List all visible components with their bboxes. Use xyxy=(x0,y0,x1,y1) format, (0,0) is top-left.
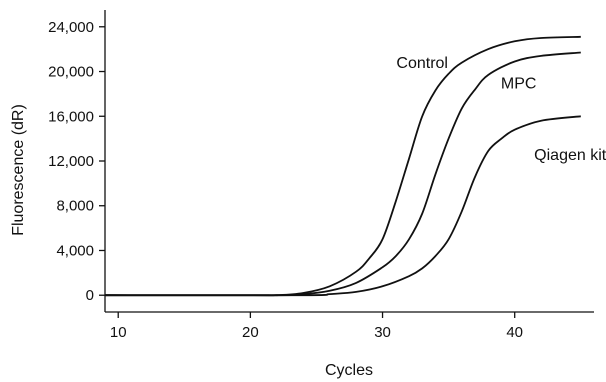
x-tick-group: 10 20 30 40 xyxy=(110,312,523,341)
x-tick-label: 20 xyxy=(242,324,259,341)
series-line-qiagen-kit xyxy=(104,115,581,297)
series-label-mpc: MPC xyxy=(501,75,537,92)
y-tick-label: 8,000 xyxy=(56,198,94,215)
y-axis-label: Fluorescence (dR) xyxy=(10,104,27,236)
y-tick-label: 16,000 xyxy=(48,108,94,125)
x-axis-label: Cycles xyxy=(325,362,373,379)
y-tick-label: 12,000 xyxy=(48,153,94,170)
x-tick-label: 10 xyxy=(110,324,127,341)
y-tick-group: 0 4,000 8,000 12,000 16,000 20,000 24,000 xyxy=(48,19,105,304)
y-tick-label: 0 xyxy=(86,287,94,304)
series-label-control: Control xyxy=(396,55,448,72)
x-tick-label: 40 xyxy=(506,324,523,341)
y-tick-label: 20,000 xyxy=(48,64,94,81)
y-tick-label: 24,000 xyxy=(48,19,94,36)
y-tick-label: 4,000 xyxy=(56,242,94,259)
x-tick-label: 30 xyxy=(374,324,391,341)
series-label-qiagen-kit: Qiagen kit xyxy=(534,147,606,164)
series-line-mpc xyxy=(104,51,581,297)
series-group: Control MPC Qiagen kit xyxy=(104,35,606,297)
